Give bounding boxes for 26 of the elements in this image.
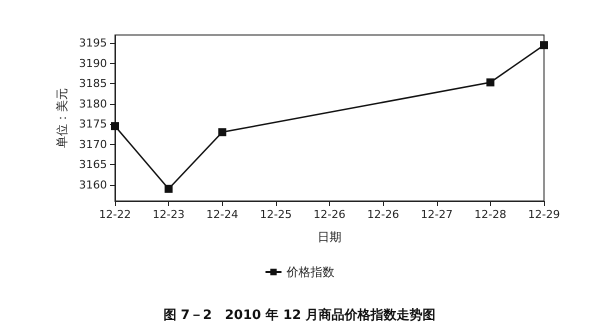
point bbox=[164, 184, 173, 193]
point bbox=[111, 122, 119, 130]
y-tick-label: 3180 bbox=[79, 97, 107, 110]
y-tick-label: 3195 bbox=[79, 36, 107, 50]
y-tick-label: 3190 bbox=[79, 56, 107, 70]
y-tick-label: 3165 bbox=[79, 158, 107, 172]
point bbox=[486, 78, 494, 86]
x-tick-label: 12-22 bbox=[99, 208, 131, 221]
y-tick-label: 3185 bbox=[79, 77, 107, 90]
x-tick-label: 12-26 bbox=[314, 208, 346, 221]
y-tick-label: 3160 bbox=[79, 178, 107, 192]
x-tick-label: 12-29 bbox=[528, 208, 560, 221]
x-tick-label: 12-28 bbox=[474, 208, 506, 221]
point bbox=[540, 41, 548, 50]
x-axis-title: 日期 bbox=[318, 230, 342, 244]
x-tick-label: 12-23 bbox=[152, 208, 185, 221]
legend-label: 价格指数 bbox=[286, 265, 334, 279]
y-axis-title: 单位：美元 bbox=[55, 88, 70, 148]
x-tick-label: 12-26 bbox=[367, 208, 400, 221]
point bbox=[218, 128, 226, 136]
y-tick-label: 3175 bbox=[79, 118, 107, 131]
x-tick-label: 12-24 bbox=[206, 208, 238, 221]
x-tick-label: 12-27 bbox=[420, 208, 453, 221]
x-tick-label: 12-25 bbox=[260, 208, 292, 221]
y-tick-label: 3170 bbox=[79, 138, 107, 151]
text: 图 7－2 2010 年 12 月商品价格指数走势图 bbox=[163, 307, 436, 323]
